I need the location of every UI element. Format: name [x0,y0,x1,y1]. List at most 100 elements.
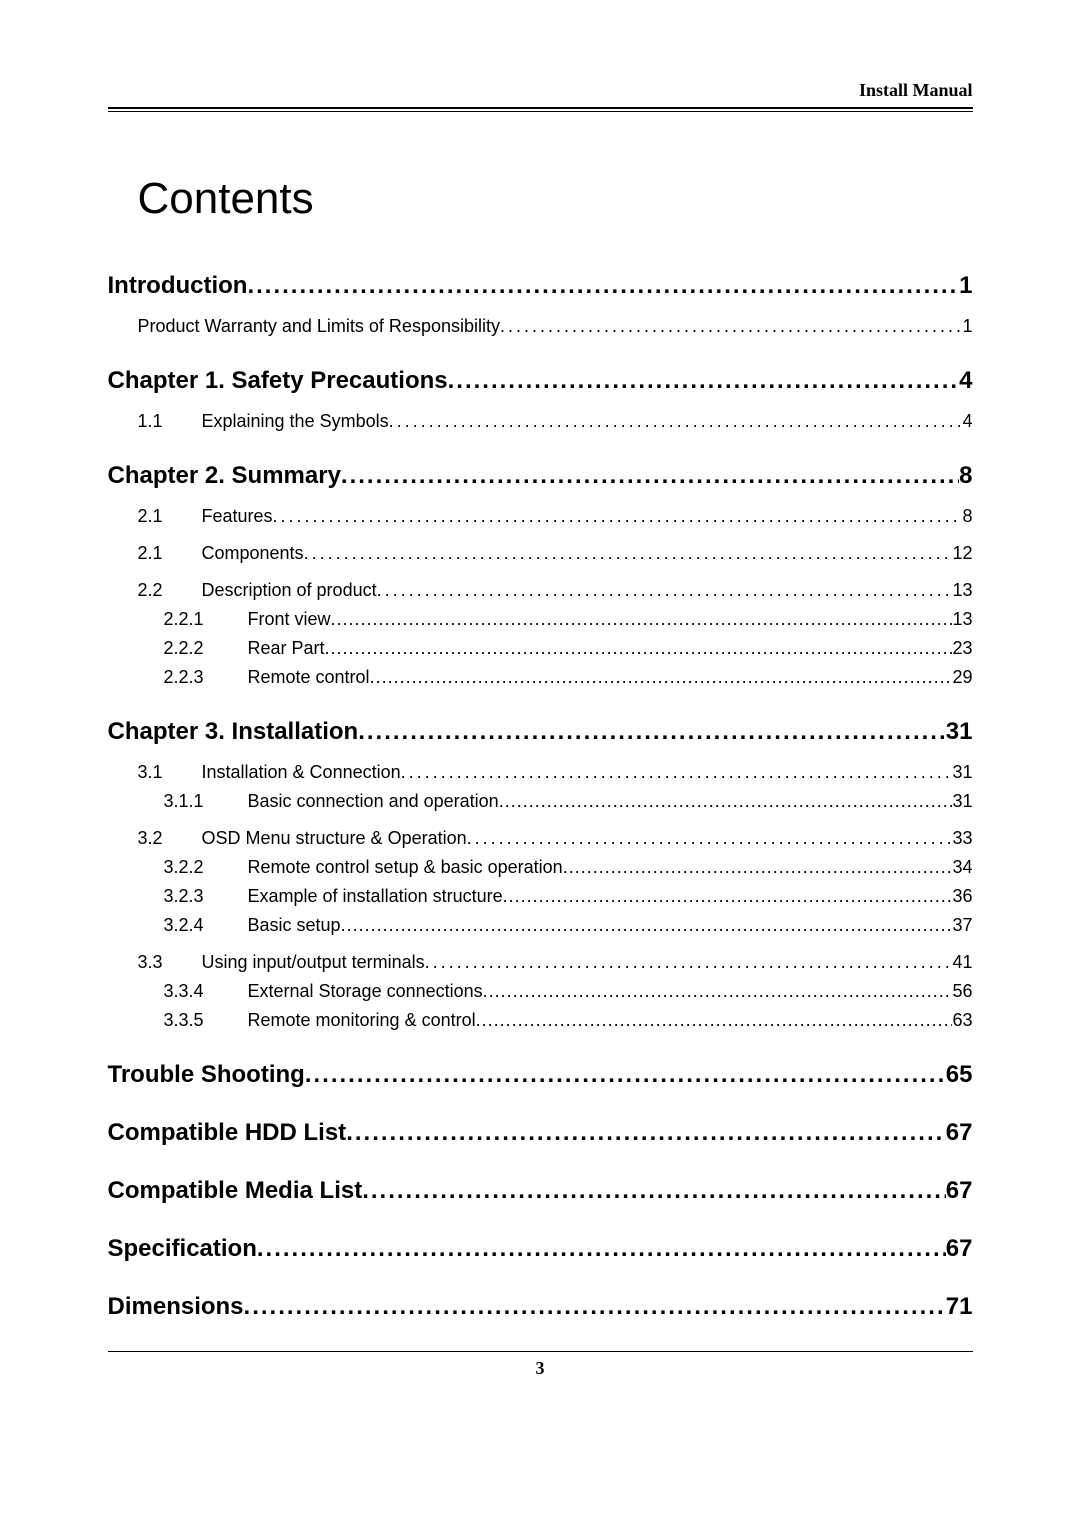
toc-text: Example of installation structure [248,886,503,907]
toc-entry: 3.2OSD Menu structure & Operation ......… [138,828,973,849]
toc-entry: 3.2.3Example of installation structure .… [164,886,973,907]
toc-text: Description of product [202,580,377,601]
toc-page: 37 [952,915,972,936]
toc-leader: ........................................… [358,718,946,746]
toc-leader: ........................................… [346,1119,946,1147]
toc-leader: ........................................… [305,1061,946,1089]
page: Install Manual Contents Introduction....… [108,0,973,1379]
toc-text: Basic setup [248,915,341,936]
toc-entry: 3.1.1Basic connection and operation ....… [164,791,973,812]
toc-text: Chapter 3. Installation [108,718,359,746]
toc-entry: Compatible Media List...................… [108,1177,973,1205]
toc-entry: 2.1Components ..........................… [138,543,973,564]
toc-entry: 3.3.5Remote monitoring & control .......… [164,1010,973,1031]
toc-page: 4 [962,411,972,432]
toc-page: 31 [952,791,972,812]
toc-page: 8 [962,506,972,527]
toc-entry: 3.2.4Basic setup .......................… [164,915,973,936]
toc-number: 3.1.1 [164,791,248,812]
toc-text: Installation & Connection [202,762,401,783]
toc-leader: ........................................… [247,272,959,300]
toc-text: Chapter 1. Safety Precautions [108,367,448,395]
toc-entry: 2.1Features ............................… [138,506,973,527]
toc-text: Basic connection and operation [248,791,499,812]
toc-text: Trouble Shooting [108,1061,305,1089]
toc-page: 1 [959,272,972,300]
toc-number: 3.2.3 [164,886,248,907]
toc-leader: ........................................… [244,1293,946,1321]
toc-number: 2.2.1 [164,609,248,630]
toc-leader: ........................................… [325,638,953,659]
toc-leader: ........................................… [331,609,953,630]
toc-leader: ........................................… [389,411,963,432]
toc-entry: Chapter 3. Installation.................… [108,718,973,746]
toc-leader: ........................................… [563,857,953,878]
toc-entry: 3.3.4External Storage connections ......… [164,981,973,1002]
toc-page: 36 [952,886,972,907]
toc-text: Remote control setup & basic operation [248,857,563,878]
toc-entry: 2.2.1Front view ........................… [164,609,973,630]
page-title: Contents [138,174,973,224]
toc-entry: 2.2Description of product ..............… [138,580,973,601]
toc-page: 12 [952,543,972,564]
toc-number: 3.3.4 [164,981,248,1002]
toc-text: Components [202,543,304,564]
toc-leader: ........................................… [341,915,953,936]
toc-leader: ........................................… [425,952,953,973]
toc-entry: Chapter 1. Safety Precautions...........… [108,367,973,395]
toc-number: 3.3.5 [164,1010,248,1031]
toc-entry: Specification...........................… [108,1235,973,1263]
toc-number: 3.2.2 [164,857,248,878]
toc-number: 3.2.4 [164,915,248,936]
toc-page: 67 [946,1119,973,1147]
toc-page: 31 [952,762,972,783]
header-label: Install Manual [108,80,973,107]
toc-entry: Trouble Shooting........................… [108,1061,973,1089]
toc-page: 34 [952,857,972,878]
toc-text: Chapter 2. Summary [108,462,341,490]
toc-entry: 3.3Using input/output terminals ........… [138,952,973,973]
toc-entry: 3.1Installation & Connection ...........… [138,762,973,783]
header-rule [108,107,973,112]
toc-text: Introduction [108,272,248,300]
toc-text: Rear Part [248,638,325,659]
toc-page: 1 [962,316,972,337]
toc-text: Explaining the Symbols [202,411,389,432]
toc-page: 13 [952,609,972,630]
toc-leader: ........................................… [401,762,953,783]
toc-page: 63 [952,1010,972,1031]
toc-entry: 1.1Explaining the Symbols ..............… [138,411,973,432]
toc-number: 2.1 [138,543,202,564]
toc-text: Using input/output terminals [202,952,425,973]
toc-entry: Compatible HDD List.....................… [108,1119,973,1147]
toc-entry: 3.2.2Remote control setup & basic operat… [164,857,973,878]
toc-page: 67 [946,1235,973,1263]
toc-number: 2.2 [138,580,202,601]
toc-page: 65 [946,1061,973,1089]
toc-entry: Chapter 2. Summary......................… [108,462,973,490]
toc-leader: ........................................… [500,316,963,337]
toc-entry: 2.2.3Remote control ....................… [164,667,973,688]
toc-text: Product Warranty and Limits of Responsib… [138,316,500,337]
toc-page: 56 [952,981,972,1002]
toc-text: Specification [108,1235,257,1263]
toc-leader: ........................................… [377,580,953,601]
toc-page: 29 [952,667,972,688]
toc-leader: ........................................… [499,791,953,812]
toc-number: 3.2 [138,828,202,849]
toc-page: 8 [959,462,972,490]
footer-page-number: 3 [108,1358,973,1379]
toc-number: 2.2.3 [164,667,248,688]
toc-leader: ........................................… [273,506,963,527]
toc-leader: ........................................… [304,543,953,564]
toc-leader: ........................................… [503,886,953,907]
toc-page: 31 [946,718,973,746]
toc-entry: Dimensions..............................… [108,1293,973,1321]
toc-leader: ........................................… [257,1235,946,1263]
toc-number: 2.1 [138,506,202,527]
toc-page: 4 [959,367,972,395]
toc-text: Dimensions [108,1293,244,1321]
toc-leader: ........................................… [476,1010,953,1031]
toc-leader: ........................................… [341,462,959,490]
toc-number: 1.1 [138,411,202,432]
